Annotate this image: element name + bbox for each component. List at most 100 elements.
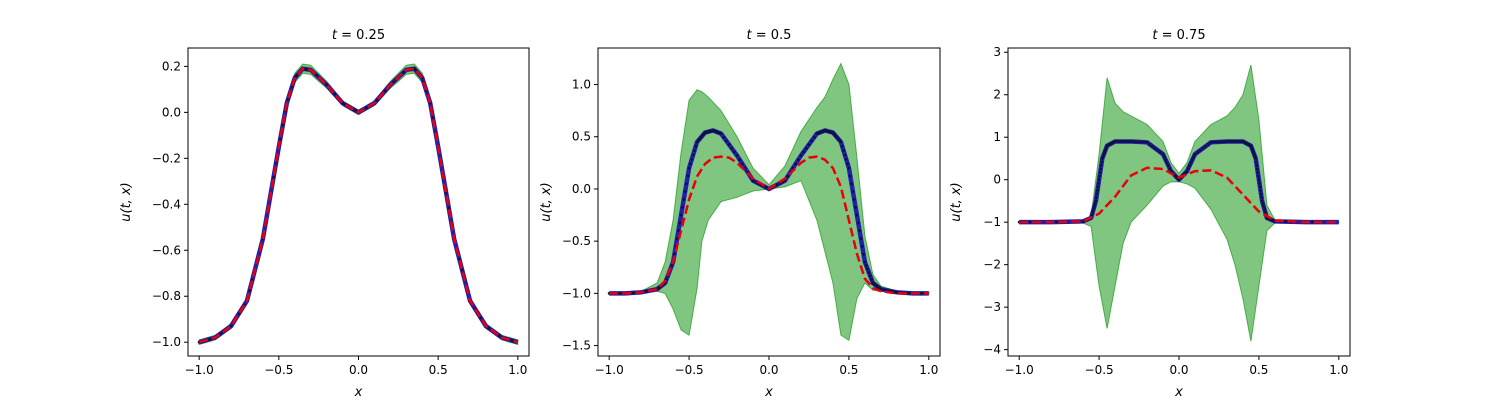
exact-marker [375, 98, 379, 102]
prediction-mean-line [1019, 166, 1339, 224]
exact-marker [1256, 171, 1260, 175]
exact-marker [840, 144, 844, 148]
exact-marker [1214, 140, 1218, 144]
exact-marker [1113, 140, 1117, 143]
exact-marker [1145, 140, 1149, 144]
exact-marker [1090, 213, 1094, 217]
plot-area [1017, 64, 1340, 342]
uncertainty-band [198, 63, 519, 346]
exact-marker [479, 316, 483, 320]
exact-marker [1209, 140, 1213, 144]
exact-marker [1055, 220, 1058, 224]
exact-marker [1253, 154, 1257, 158]
y-tick-label: 2 [993, 88, 1001, 102]
exact-marker [1260, 196, 1263, 199]
exact-marker [1153, 146, 1157, 150]
exact-marker [807, 143, 811, 146]
exact-marker [678, 221, 682, 225]
exact-marker [858, 229, 861, 233]
exact-marker [1222, 140, 1226, 144]
exact-marker [719, 132, 723, 136]
exact-marker [796, 158, 800, 162]
exact-marker [855, 213, 859, 217]
exact-marker [1230, 140, 1234, 143]
subplot-2: −1.0 −0.5 0.0 0.5 1.0 −1.5 −1.0 −0.5 0.0 0.5 1.0 t … [539, 28, 941, 400]
exact-marker [786, 175, 790, 178]
x-axis-label: x [354, 385, 363, 400]
exact-marker [693, 149, 696, 153]
exact-marker [864, 264, 868, 267]
exact-marker [325, 83, 329, 87]
exact-marker [333, 92, 336, 96]
prediction-mean-line [198, 67, 519, 344]
x-tick-label: −0.5 [1085, 363, 1114, 377]
exact-marker [1259, 188, 1262, 192]
exact-marker [847, 166, 851, 170]
exact-marker [1258, 185, 1262, 189]
exact-solution-markers [1017, 140, 1335, 224]
exact-marker [645, 289, 648, 293]
subplot-1: −1.0 −0.5 0.0 0.5 1.0 −1.0 −0.8 −0.6 −0.4 −0.2 0.0… [119, 28, 530, 400]
x-tick-label: 0.0 [349, 363, 368, 377]
x-tick-label: 1.0 [508, 363, 527, 377]
exact-marker [1190, 158, 1194, 162]
exact-marker [754, 180, 758, 184]
exact-marker [1028, 220, 1032, 224]
exact-marker [1263, 208, 1266, 211]
x-tick-label: −1.0 [185, 363, 214, 377]
exact-marker [689, 162, 692, 166]
y-axis-label: u(t, x) [119, 182, 134, 221]
x-tick-label: 0.5 [839, 363, 858, 377]
exact-marker [863, 260, 867, 264]
x-tick-label: 1.0 [919, 363, 938, 377]
exact-marker [679, 213, 683, 217]
exact-marker [1093, 202, 1097, 206]
exact-solution-line [1019, 139, 1339, 225]
exact-marker [272, 176, 275, 179]
y-tick-label: 0.0 [572, 182, 591, 196]
subplot-title: t = 0.75 [1152, 28, 1205, 43]
exact-marker [724, 139, 728, 143]
exact-marker [1094, 199, 1098, 203]
axes-frame [597, 47, 941, 357]
exact-marker [735, 154, 739, 157]
x-tick-label: −1.0 [1005, 363, 1034, 377]
exact-marker [1092, 205, 1096, 209]
exact-marker [1233, 140, 1237, 143]
x-axis-label: x [764, 385, 773, 400]
exact-marker [1217, 140, 1221, 144]
exact-marker [1134, 140, 1138, 144]
exact-marker [860, 244, 864, 248]
exact-marker [862, 252, 865, 256]
exact-marker [1095, 196, 1098, 199]
exact-marker [1196, 150, 1200, 154]
y-tick-label: −3 [983, 300, 1001, 314]
exact-marker [1099, 164, 1103, 167]
exact-marker [1260, 199, 1264, 203]
y-tick-label: −1.5 [562, 339, 591, 353]
exact-marker [1124, 140, 1128, 143]
exact-marker [856, 221, 860, 225]
exact-marker [1186, 166, 1190, 170]
exact-marker [673, 252, 676, 256]
axes-frame [1007, 47, 1351, 357]
exact-marker [1116, 140, 1120, 143]
exact-marker [852, 197, 856, 201]
exact-marker [1259, 192, 1263, 196]
y-tick-label: 0.2 [162, 59, 181, 73]
exact-marker [1096, 188, 1099, 192]
exact-marker [854, 205, 857, 209]
exact-marker [447, 206, 451, 210]
exact-marker [1091, 210, 1095, 214]
exact-marker [1095, 192, 1099, 196]
exact-marker [1121, 140, 1125, 143]
exact-marker [1162, 155, 1166, 159]
y-tick-label: −0.5 [562, 234, 591, 248]
exact-marker [460, 268, 464, 272]
exact-marker [682, 197, 686, 201]
exact-marker [844, 157, 848, 161]
exact-marker [1098, 171, 1102, 175]
exact-marker [675, 237, 679, 240]
exact-marker [1310, 220, 1314, 224]
y-tick-label: −4 [983, 343, 1001, 357]
